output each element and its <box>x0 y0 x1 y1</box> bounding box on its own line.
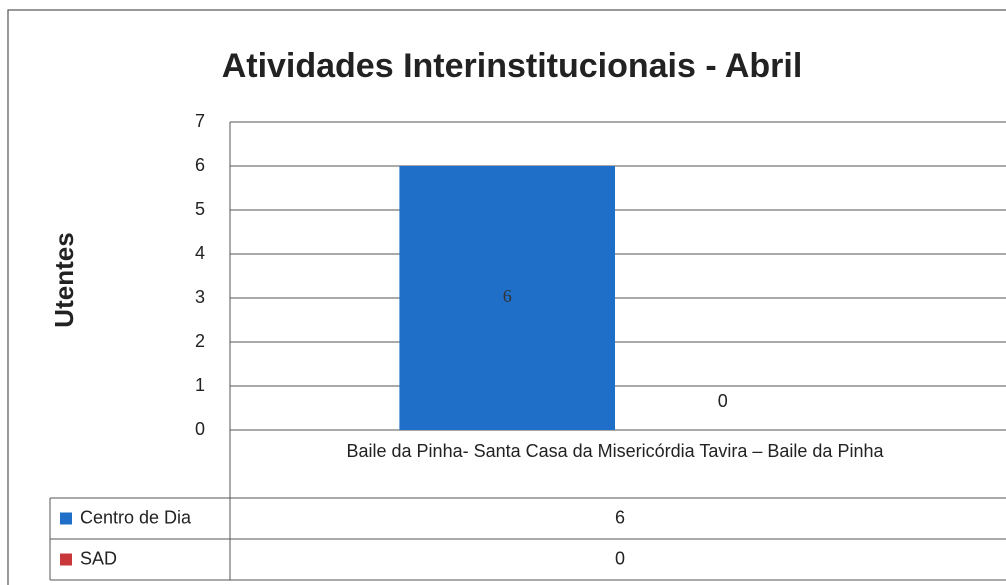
y-tick-label: 2 <box>195 331 205 351</box>
bar <box>399 166 615 430</box>
legend-label: SAD <box>80 548 117 568</box>
table-value: 6 <box>615 507 625 527</box>
data-label: 0 <box>718 391 728 411</box>
legend-key <box>60 553 72 566</box>
y-tick-label: 7 <box>195 111 205 131</box>
chart-title: Atividades Interinstitucionais - Abril <box>222 47 803 85</box>
y-tick-label: 4 <box>195 243 205 263</box>
chart-frame <box>7 9 1006 585</box>
y-tick-label: 0 <box>195 419 205 439</box>
x-tick-label: Baile da Pinha- Santa Casa da Misericórd… <box>346 441 884 461</box>
y-axis-label: Utentes <box>49 232 79 327</box>
table-value: 0 <box>615 548 625 568</box>
y-tick-label: 3 <box>195 287 205 307</box>
legend-label: Centro de Dia <box>80 507 192 527</box>
y-tick-label: 5 <box>195 199 205 219</box>
data-label: 6 <box>503 286 512 306</box>
legend-key <box>60 512 72 525</box>
y-tick-label: 1 <box>195 375 205 395</box>
y-tick-label: 6 <box>195 155 205 175</box>
